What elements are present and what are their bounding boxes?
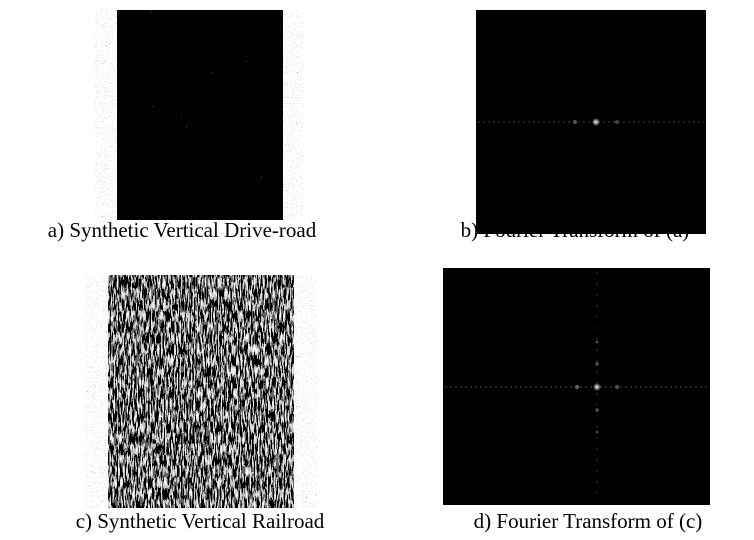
fourier-image bbox=[443, 268, 710, 505]
caption: a) Synthetic Vertical Drive-road bbox=[48, 218, 317, 242]
caption: d) Fourier Transform of (c) bbox=[474, 509, 703, 533]
fourier-image bbox=[476, 10, 706, 234]
caption: b) Fourier Transform of (a) bbox=[461, 218, 690, 242]
caption: c) Synthetic Vertical Railroad bbox=[76, 509, 325, 533]
drive-road-image bbox=[95, 10, 303, 220]
page: a) Synthetic Vertical Drive-road b) Four… bbox=[0, 0, 754, 540]
railroad-image bbox=[85, 275, 317, 508]
figure: a) Synthetic Vertical Drive-road b) Four… bbox=[0, 0, 754, 540]
